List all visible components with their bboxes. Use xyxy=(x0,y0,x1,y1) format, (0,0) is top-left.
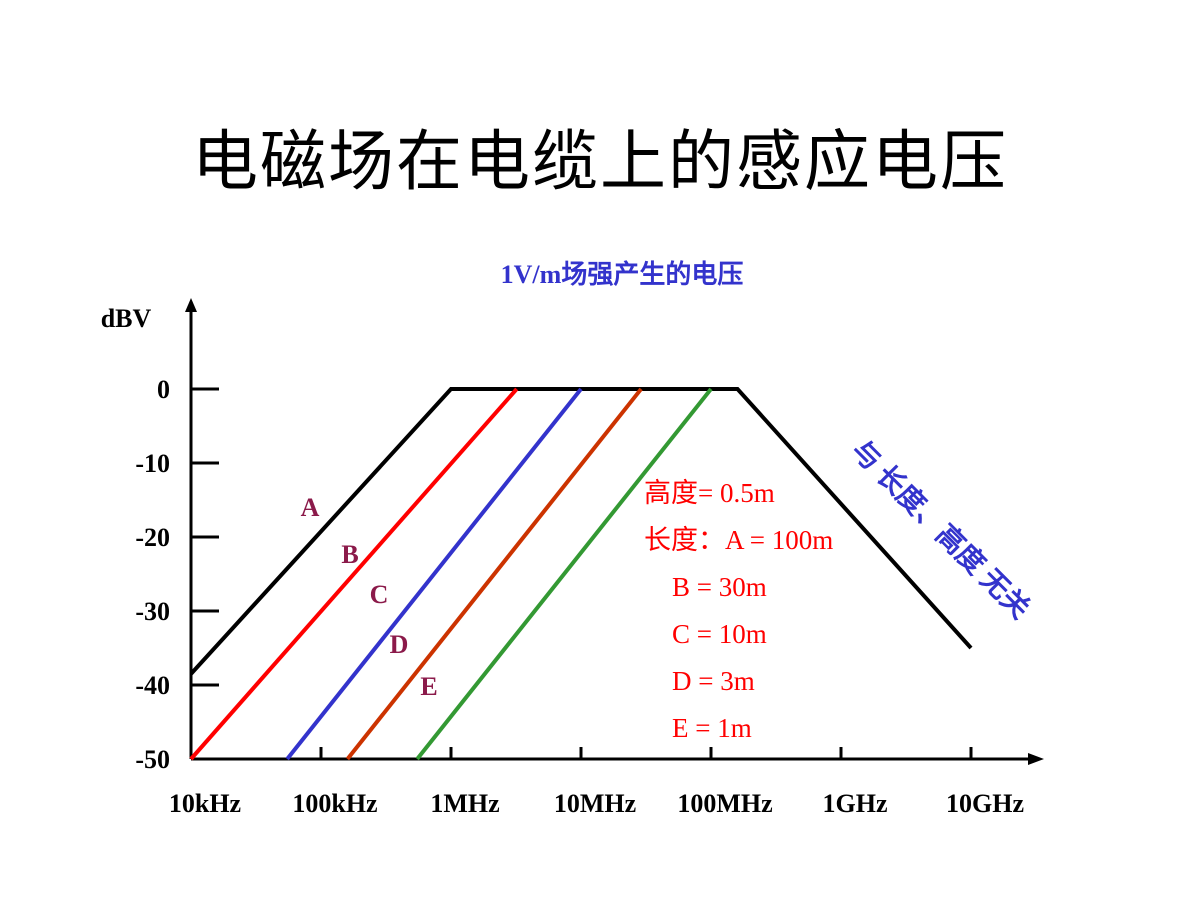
series-line-e xyxy=(415,387,713,761)
y-axis-arrow-icon xyxy=(185,298,197,312)
series-label-a: A xyxy=(301,493,320,522)
series-line-a xyxy=(189,387,973,676)
axes: 0 -10 -20 -30 -40 -50 10kHz 100kHz 1MHz 10MHz 100M… xyxy=(135,298,1044,818)
series-line-b xyxy=(189,387,519,761)
y-tick-label: -20 xyxy=(135,523,170,552)
slide-title: 电磁场在电缆上的感应电压 xyxy=(192,123,1008,200)
independence-annotation: 与 长度、高度 无关 xyxy=(845,434,1036,625)
x-tick-label: 10GHz xyxy=(946,789,1024,818)
chart-title: 1V/m场强产生的电压 xyxy=(501,259,744,289)
x-tick-label: 1MHz xyxy=(430,789,499,818)
note-line: B = 30m xyxy=(672,572,767,602)
series-line-d xyxy=(345,387,643,761)
note-line: 高度= 0.5m xyxy=(644,478,775,508)
y-tick-label: -30 xyxy=(135,597,170,626)
x-tick-label: 100MHz xyxy=(677,789,772,818)
series-label-d: D xyxy=(390,630,409,659)
note-line: 长度：A = 100m xyxy=(644,525,833,555)
note-line: E = 1m xyxy=(672,713,752,743)
y-tick-label: -10 xyxy=(135,449,170,478)
y-tick-label: -40 xyxy=(135,671,170,700)
note-line: D = 3m xyxy=(672,666,755,696)
x-tick-label: 100kHz xyxy=(292,789,377,818)
y-tick-label: -50 xyxy=(135,745,170,774)
series-layer xyxy=(189,387,973,761)
series-label-e: E xyxy=(420,672,437,701)
y-axis-label: dBV xyxy=(101,304,152,333)
series-label-b: B xyxy=(341,540,358,569)
note-line: C = 10m xyxy=(672,619,767,649)
x-tick-label: 10kHz xyxy=(169,789,241,818)
series-label-c: C xyxy=(370,580,389,609)
series-line-c xyxy=(285,387,583,761)
y-tick-label: 0 xyxy=(157,375,170,404)
x-tick-label: 1GHz xyxy=(823,789,888,818)
x-tick-label: 10MHz xyxy=(554,789,636,818)
x-axis-arrow-icon xyxy=(1028,753,1044,765)
notes-block: 高度= 0.5m 长度：A = 100m B = 30m C = 10m D = 3m E… xyxy=(644,478,833,743)
